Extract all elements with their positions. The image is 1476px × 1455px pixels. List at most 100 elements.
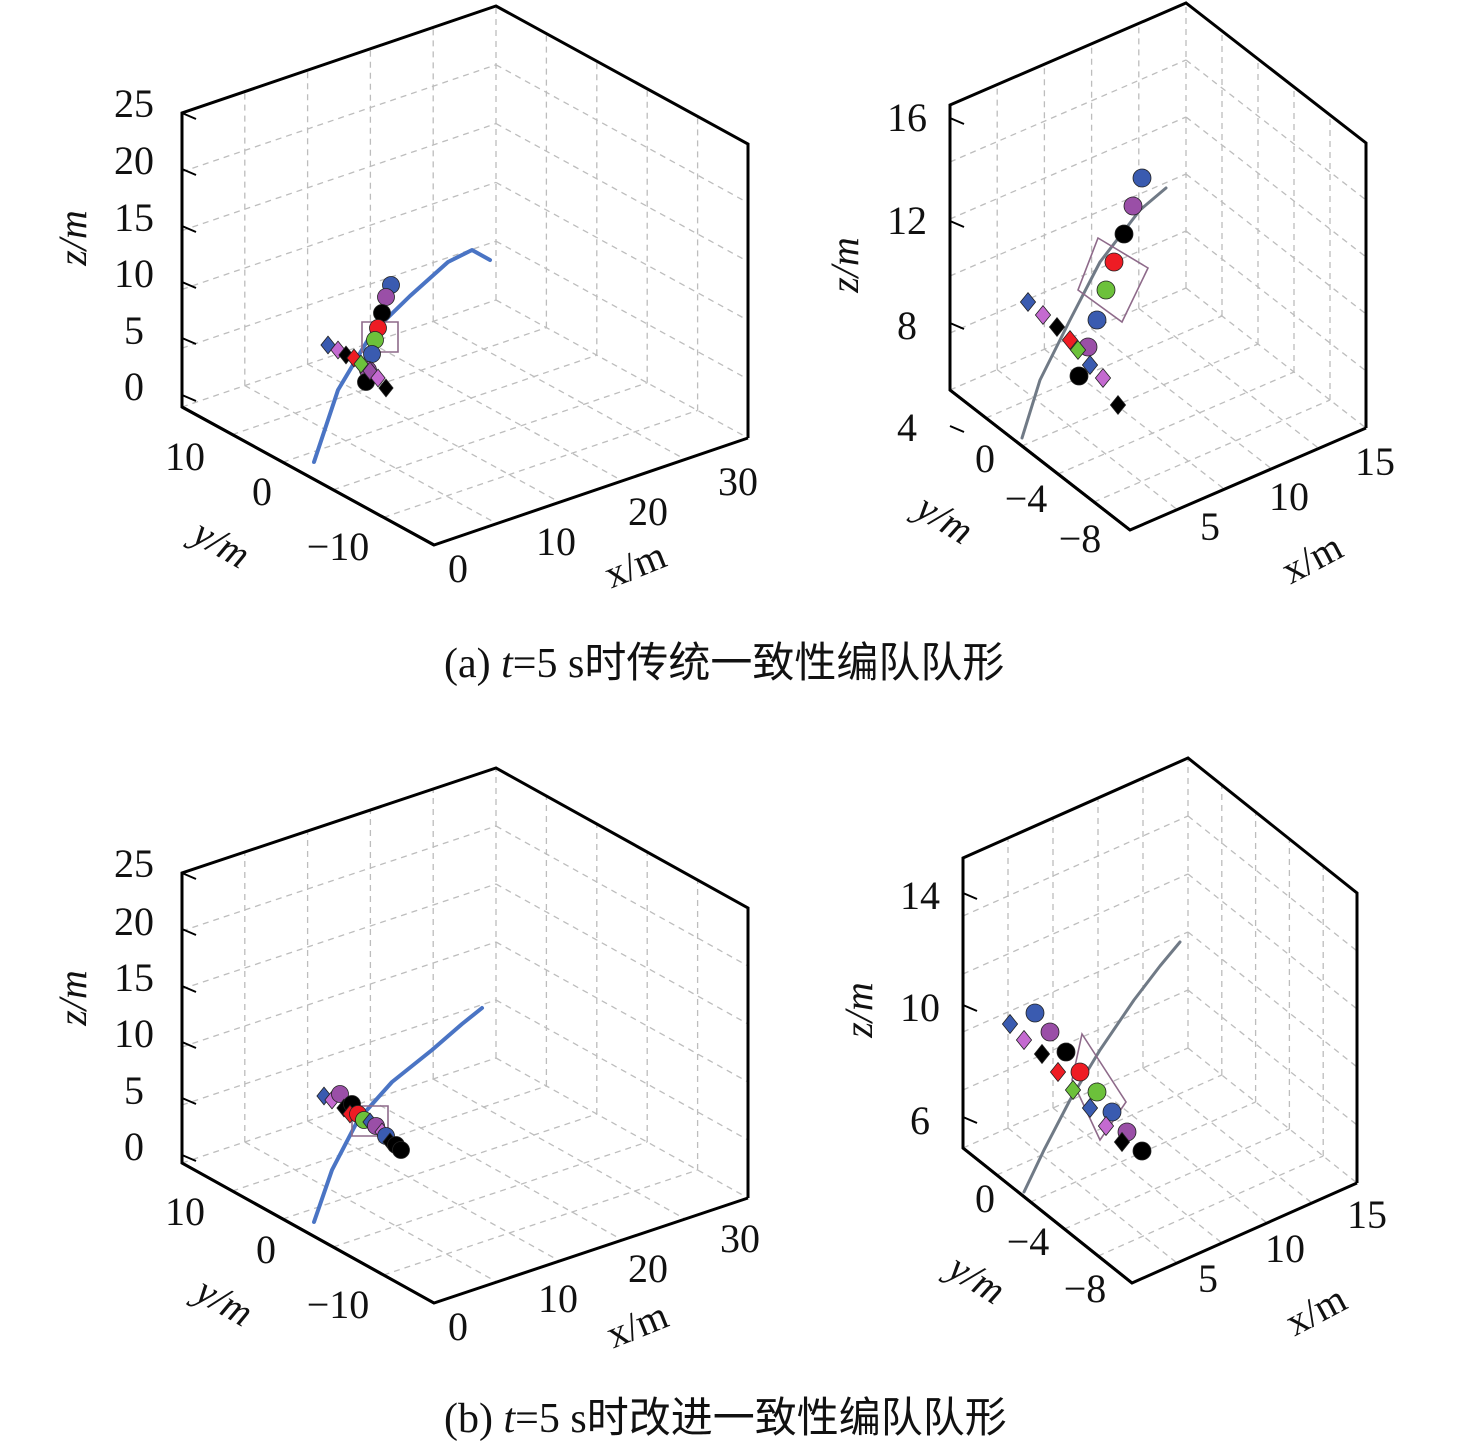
grid-line: [949, 116, 1187, 220]
agent-circle-marker: [373, 304, 391, 322]
formation-markers: [320, 276, 400, 398]
z-tick-mark: [181, 1097, 197, 1105]
chart-b-zoom: 5 10 15 0 −4 −8 14 10 6 x/m y/m z/m: [836, 756, 1387, 1345]
x-tick-label: 20: [628, 1246, 668, 1291]
y-axis-label: y/m: [937, 1242, 1013, 1313]
grid-line: [332, 382, 648, 491]
x-tick-label: 15: [1347, 1192, 1387, 1237]
agent-diamond-marker: [1015, 1029, 1033, 1051]
grid-line: [985, 315, 1223, 419]
grid-line: [495, 883, 749, 1025]
axis-outline: [180, 766, 750, 1305]
z-axis-label: z/m: [836, 982, 881, 1039]
z-tick-label: 4: [897, 405, 917, 450]
z-tick-label: 25: [114, 841, 154, 886]
z-tick-mark: [949, 322, 965, 330]
grid-line: [181, 941, 497, 1048]
y-tick-label: 10: [165, 434, 205, 479]
grid-line: [181, 64, 497, 173]
x-tick-label: 10: [1265, 1226, 1305, 1271]
x-tick-label: 10: [536, 519, 576, 564]
agent-diamond-marker: [1061, 329, 1079, 351]
y-tick-label: −10: [307, 524, 370, 569]
z-tick-mark: [181, 337, 197, 345]
agent-circle-marker: [1025, 1003, 1045, 1023]
grid-line: [962, 989, 1189, 1091]
chart-a-zoom: 5 10 15 0−4−8 16 12 8 4 x/m y/m z/m: [822, 1, 1395, 593]
grid-line: [1142, 1067, 1313, 1204]
y-tick-label: −8: [1064, 1266, 1107, 1311]
gridlines: [181, 768, 749, 1283]
z-axis-label: z/m: [822, 237, 867, 294]
grid-line: [962, 931, 1189, 1033]
agent-circle-marker: [1132, 1141, 1152, 1161]
grid-line: [495, 941, 749, 1083]
agent-diamond-marker: [370, 368, 386, 388]
axes-box: [180, 766, 750, 1305]
x-tick-label: 0: [448, 546, 468, 591]
x-tick-label: 5: [1200, 504, 1220, 549]
z-tick-mark: [962, 1004, 978, 1012]
grid-line: [181, 883, 497, 990]
z-tick-mark: [962, 892, 978, 900]
grid-line: [1091, 328, 1272, 470]
grid-line: [1057, 371, 1295, 475]
x-tick-label: 30: [718, 459, 758, 504]
z-axis-label: z/m: [50, 970, 95, 1027]
agent-diamond-marker: [1064, 1079, 1082, 1101]
grid-line: [1007, 1127, 1178, 1264]
grid-line: [1097, 1155, 1324, 1257]
grid-line: [495, 123, 749, 263]
chart-a-wide: 0 10 20 30 10 0 −10 25 20 15 10 5 0 x/m y/m z/m: [50, 4, 758, 597]
agent-diamond-marker: [1049, 1061, 1067, 1083]
leader-frame: [1077, 236, 1150, 324]
chart-b-wide: 0 10 20 30 10 0 −10 25 20 15 10 5 0 x/m y/m z/m: [50, 766, 760, 1357]
grid-line: [181, 181, 497, 291]
y-tick-label: −10: [307, 1282, 370, 1327]
z-tick-label: 15: [114, 955, 154, 1000]
grid-line: [949, 230, 1187, 334]
z-tick-label: 10: [114, 251, 154, 296]
z-tick-label: 14: [900, 873, 940, 918]
agent-circle-marker: [377, 288, 395, 306]
grid-line: [370, 342, 623, 482]
grid-line: [962, 873, 1189, 975]
grid-line: [495, 299, 749, 439]
grid-line: [495, 240, 749, 380]
grid-line: [1064, 1128, 1290, 1230]
grid-line: [949, 287, 1187, 391]
axes-box: [961, 756, 1359, 1285]
formation-markers: [316, 1085, 410, 1159]
grid-line: [1021, 343, 1259, 447]
caption-a-tvar: t: [501, 641, 514, 687]
x-axis-label: x/m: [598, 532, 673, 597]
caption-a: (a) t=5 s时传统一致性编队队形: [444, 641, 1004, 687]
caption-b: (b) t=5 s时改进一致性编队队形: [444, 1396, 1007, 1442]
z-tick-mark: [181, 281, 197, 289]
agent-diamond-marker: [1097, 1115, 1115, 1137]
z-tick-label: 10: [900, 985, 940, 1030]
y-axis-label: y/m: [905, 482, 981, 553]
axes-box: [948, 1, 1368, 532]
z-tick-label: 5: [124, 308, 144, 353]
agent-circle-marker: [1096, 280, 1116, 300]
grid-line: [282, 354, 598, 463]
z-tick-label: 25: [114, 81, 154, 126]
agent-diamond-marker: [1069, 339, 1087, 361]
y-axis-label: y/m: [182, 507, 258, 577]
z-tick-label: 0: [124, 1124, 144, 1169]
grid-line: [383, 409, 698, 519]
x-tick-label: 5: [1198, 1256, 1218, 1301]
grid-line: [1185, 287, 1367, 429]
y-tick-label: −4: [1005, 476, 1048, 521]
agent-diamond-marker: [1033, 1043, 1051, 1065]
gridlines: [962, 758, 1358, 1264]
z-tick-mark: [949, 220, 965, 228]
agent-circle-marker: [1104, 252, 1124, 272]
z-tick-mark: [181, 872, 197, 880]
gridlines: [949, 3, 1367, 511]
caption-a-text: =5 s时传统一致性编队队形: [513, 641, 1005, 687]
agent-diamond-marker: [1001, 1013, 1019, 1035]
z-tick-mark: [181, 225, 197, 233]
